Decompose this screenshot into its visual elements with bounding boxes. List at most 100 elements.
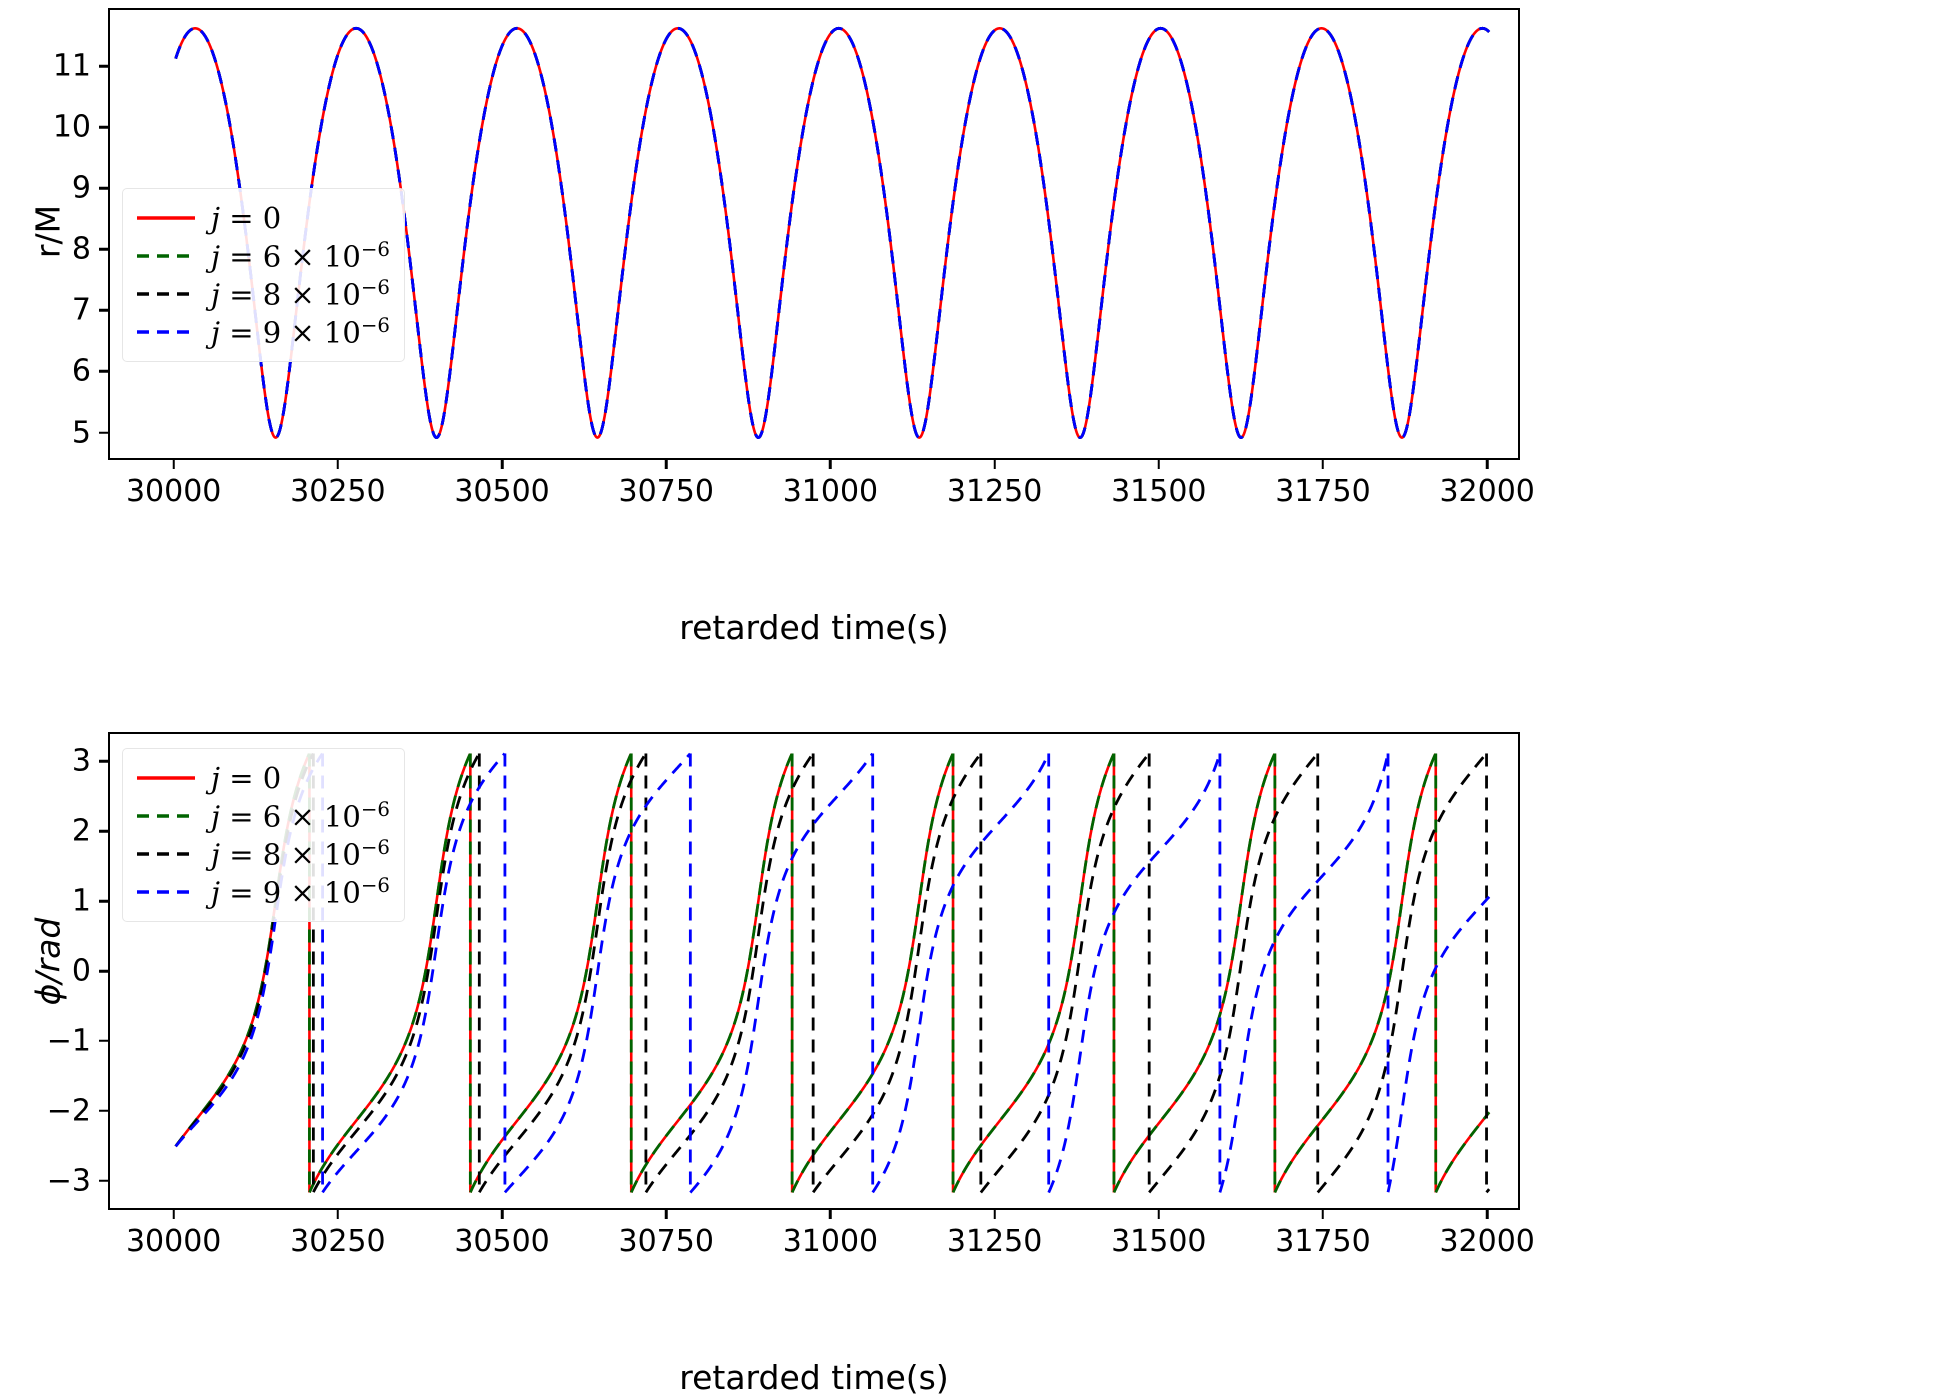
x-tick-label: 30000 [125,1224,222,1259]
y-tick-mark [99,64,108,68]
x-tick-label: 30500 [454,474,550,509]
x-tick-label: 31500 [1111,474,1207,509]
y-tick-mark [99,1039,108,1043]
x-tick-label: 30750 [618,474,714,509]
y-tick-label: −1 [46,1023,91,1059]
x-tick-label: 31750 [1275,474,1371,509]
x-tick-mark [172,1210,175,1219]
y-tick-mark [99,899,108,903]
x-tick-mark [1485,460,1489,469]
x-tick-label: 31250 [946,1224,1043,1259]
x-tick-mark [1485,1210,1489,1219]
legend-label-j0: j = 0 [211,201,282,235]
legend-label-j0: j = 0 [211,761,282,795]
legend-label-j6: j = 6 × 10−6 [211,238,390,274]
x-tick-mark [664,1210,668,1219]
curve-j-9-10- [174,26,1491,439]
y-tick-label: −2 [46,1093,91,1129]
legend-item-j9: j = 9 × 10−6 [135,873,390,911]
x-axis-label-phase: retarded time(s) [679,1358,949,1397]
x-tick-mark [500,1210,504,1219]
legend-label-j6: j = 6 × 10−6 [211,798,390,834]
legend-line-swatch-j8 [135,844,197,864]
y-tick-label: 2 [71,813,91,849]
x-tick-label: 30250 [290,474,386,509]
legend-line-swatch-j8 [135,284,197,304]
x-tick-label: 31250 [946,474,1043,509]
x-tick-mark [1321,1210,1325,1219]
y-tick-mark [99,969,108,973]
x-tick-mark [336,1210,340,1219]
y-tick-mark [99,125,108,129]
y-tick-label: 6 [71,353,91,389]
y-tick-mark [99,370,108,373]
y-tick-label: 8 [71,231,91,267]
y-tick-mark [99,186,108,190]
legend-label-j8: j = 8 × 10−6 [211,276,390,312]
y-tick-mark [99,431,108,434]
legend-line-swatch-j6 [135,246,197,266]
y-tick-label: −3 [46,1163,91,1199]
curve-j-9-10- [174,752,1491,1194]
curve-j-8-10- [174,752,1491,1194]
x-tick-mark [172,460,175,469]
x-tick-mark [336,460,340,469]
legend-item-j9: j = 9 × 10−6 [135,313,390,351]
panel-radial: 5 6 7 8 9 10 11 30000 30250 30500 30750 31000 31250 3… [0,0,1945,660]
x-tick-mark [829,1210,832,1219]
legend-label-j9: j = 9 × 10−6 [211,874,390,910]
y-tick-label: 9 [71,170,91,206]
legend-line-swatch-j9 [135,322,197,342]
x-tick-label: 30750 [618,1224,714,1259]
radial-curves [174,26,1491,439]
x-tick-label: 31000 [782,474,879,509]
y-tick-label: 10 [52,109,91,145]
x-tick-label: 30000 [125,474,222,509]
y-tick-mark [99,760,108,763]
legend-item-j8: j = 8 × 10−6 [135,275,390,313]
y-tick-label: 3 [71,743,91,779]
legend-line-swatch-j9 [135,882,197,902]
panel-phase: −3 −2 −1 0 1 2 3 30000 30250 30500 30750 31000 31250… [0,710,1945,1400]
y-tick-mark [99,1179,108,1182]
y-tick-label: 0 [71,953,91,989]
legend-line-swatch-j0 [135,208,197,228]
x-tick-mark [993,1210,996,1219]
legend-item-j6: j = 6 × 10−6 [135,237,390,275]
y-tick-mark [99,309,108,312]
legend-label-j9: j = 9 × 10−6 [211,314,390,350]
x-tick-label: 30250 [290,1224,386,1259]
legend-item-j0: j = 0 [135,759,390,797]
legend-line-swatch-j6 [135,806,197,826]
y-tick-label: 1 [71,883,91,919]
y-tick-mark [99,829,108,833]
x-tick-mark [993,460,996,469]
legend-item-j0: j = 0 [135,199,390,237]
y-axis-label-radial: r/M [28,204,68,259]
y-tick-mark [99,1109,108,1113]
x-tick-mark [500,460,504,469]
x-tick-mark [664,460,668,469]
legend-label-j8: j = 8 × 10−6 [211,836,390,872]
legend-item-j8: j = 8 × 10−6 [135,835,390,873]
x-tick-mark [1321,460,1325,469]
x-tick-label: 31750 [1275,1224,1371,1259]
legend-line-swatch-j0 [135,768,197,788]
x-tick-label: 31000 [782,1224,879,1259]
y-tick-label: 5 [71,415,91,450]
x-tick-mark [1157,460,1161,469]
y-axis-label-phase: ϕ/rad [28,917,68,1006]
x-axis-label-radial: retarded time(s) [679,608,949,647]
y-tick-label: 11 [52,48,91,84]
x-tick-label: 30500 [454,1224,550,1259]
y-tick-mark [99,248,108,251]
x-tick-mark [1157,1210,1161,1219]
x-tick-label: 31500 [1111,1224,1207,1259]
x-tick-label: 32000 [1439,474,1535,509]
x-tick-label: 32000 [1439,1224,1535,1259]
x-tick-mark [829,460,832,469]
legend-item-j6: j = 6 × 10−6 [135,797,390,835]
